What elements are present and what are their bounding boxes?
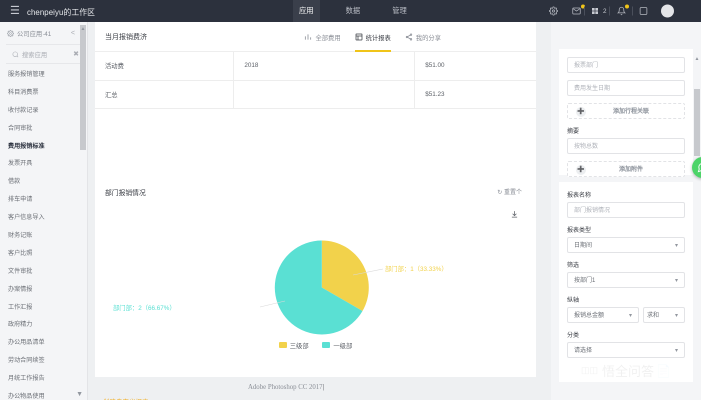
svg-text:部门部：1（33.33%）: 部门部：1（33.33%） bbox=[385, 264, 448, 273]
svg-text:部门部：2（66.67%）: 部门部：2（66.67%） bbox=[113, 303, 176, 312]
